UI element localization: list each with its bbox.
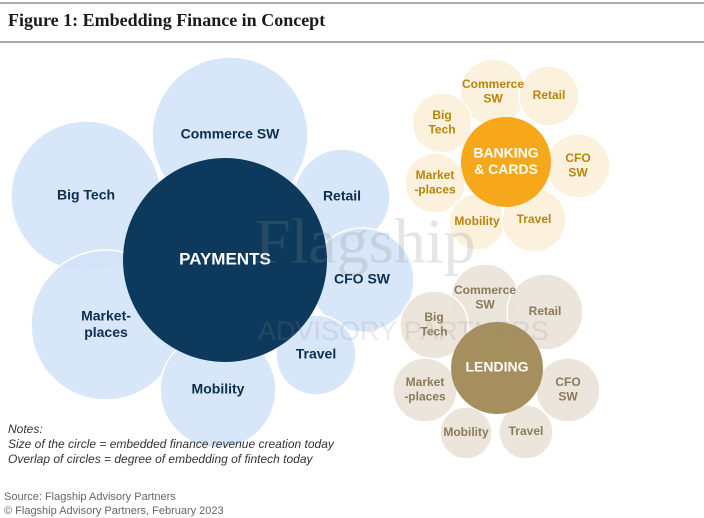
- node-label: places: [84, 324, 128, 340]
- node-label: Mobility: [443, 425, 489, 439]
- node-label: Market: [416, 168, 455, 182]
- node-label: Market-: [81, 307, 131, 323]
- node-label: Commerce: [462, 77, 524, 91]
- node-label: Retail: [323, 188, 361, 204]
- center-circle: [123, 158, 327, 362]
- note: Notes:: [8, 422, 43, 436]
- node-label: -places: [404, 389, 446, 403]
- node-label: Big: [432, 108, 451, 122]
- watermark-brand: Flagship: [255, 206, 475, 277]
- notes: Notes:Size of the circle = embedded fina…: [8, 422, 335, 466]
- petal: [275, 314, 357, 396]
- node-label: Tech: [420, 324, 447, 338]
- node-label: SW: [483, 91, 503, 105]
- node-label: Travel: [296, 346, 336, 362]
- node-label: SW: [475, 297, 495, 311]
- center-circle: [461, 117, 551, 207]
- node-label: Travel: [509, 424, 544, 438]
- node-label: Big: [424, 310, 443, 324]
- node-label: Tech: [428, 122, 455, 136]
- node-label: SW: [558, 389, 578, 403]
- petal: [404, 152, 466, 214]
- node-label: & CARDS: [474, 161, 538, 177]
- source-line: © Flagship Advisory Partners, February 2…: [4, 505, 224, 517]
- node-label: Mobility: [192, 381, 245, 397]
- petal: [439, 406, 493, 460]
- node-label: LENDING: [466, 359, 529, 375]
- node-label: Retail: [529, 304, 562, 318]
- watermark-tagline: ADVISORY PARTNERS: [258, 316, 549, 346]
- node-label: -places: [414, 182, 456, 196]
- node-label: CFO: [565, 151, 590, 165]
- node-label: Commerce SW: [181, 126, 281, 142]
- source-line: Source: Flagship Advisory Partners: [4, 491, 176, 503]
- petal: [506, 273, 584, 351]
- petal: [498, 404, 554, 460]
- node-label: CFO SW: [334, 271, 391, 287]
- petal: [518, 65, 580, 127]
- node-label: Market: [406, 375, 445, 389]
- source: Source: Flagship Advisory Partners © Flag…: [4, 491, 224, 517]
- center-circle: [451, 322, 543, 414]
- node-label: PAYMENTS: [179, 249, 271, 268]
- node-label: Retail: [533, 88, 566, 102]
- node-label: Mobility: [454, 214, 500, 228]
- node-label: Travel: [517, 212, 552, 226]
- node-label: Commerce: [454, 283, 516, 297]
- petal: [411, 92, 473, 154]
- node-label: BANKING: [473, 144, 538, 160]
- note: Overlap of circles = degree of embedding…: [8, 452, 314, 466]
- node-label: Big Tech: [57, 187, 115, 203]
- note: Size of the circle = embedded finance re…: [8, 437, 335, 451]
- node-label: SW: [568, 165, 588, 179]
- node-label: CFO: [555, 375, 580, 389]
- title: Figure 1: Embedding Finance in Concept: [8, 10, 325, 30]
